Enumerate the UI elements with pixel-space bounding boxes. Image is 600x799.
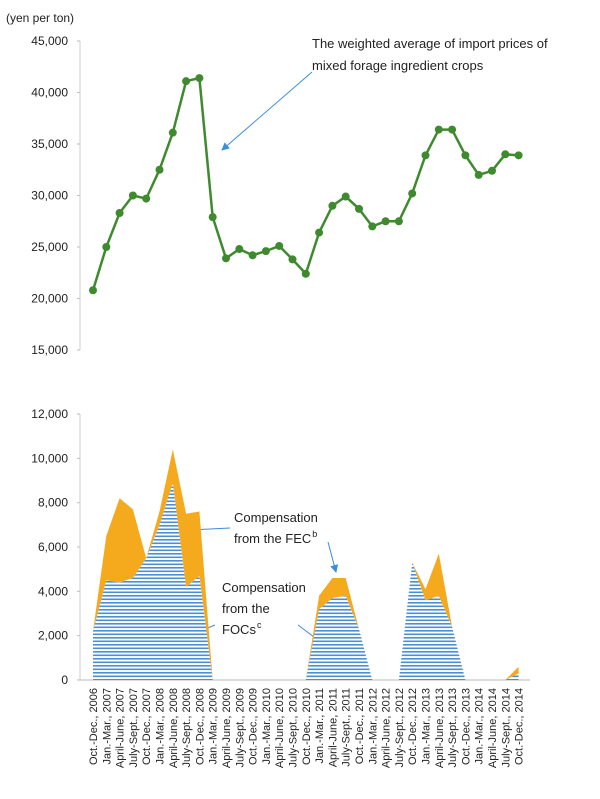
point — [128, 191, 137, 200]
y-tick-label: 4,000 — [38, 584, 68, 598]
series-label: Compensation — [222, 580, 306, 595]
x-tick-label: Oct.-Dec., 2007 — [141, 688, 153, 765]
point — [102, 243, 111, 251]
point — [474, 170, 483, 179]
x-tick-label: Jan.-Mar., 2014 — [474, 688, 486, 764]
x-tick-label: July-Sept., 2010 — [288, 688, 300, 768]
x-tick-label: July-Sept., 2013 — [447, 688, 459, 768]
x-tick-label: Jan.-Mar., 2009 — [208, 688, 220, 764]
point — [89, 286, 97, 295]
y-tick-label: 40,000 — [31, 86, 68, 100]
x-tick-label: Oct.-Dec., 2014 — [514, 688, 526, 765]
point — [261, 247, 270, 256]
x-tick-label: April-June, 2014 — [487, 688, 499, 768]
y-tick-label: 30,000 — [31, 189, 68, 203]
x-tick-label: April-June, 2011 — [327, 688, 339, 767]
point — [448, 125, 457, 134]
point — [275, 241, 284, 250]
x-tick-label: Jan.-Mar., 2008 — [155, 688, 167, 764]
x-tick-label: Jan.-Mar., 2011 — [314, 688, 326, 764]
x-tick-label: Oct.-Dec., 2009 — [248, 688, 260, 765]
point — [208, 213, 217, 222]
x-tick-label: Jan.-Mar., 2013 — [421, 688, 433, 764]
point — [368, 222, 377, 231]
y-tick-label: 15,000 — [31, 343, 68, 357]
point — [235, 245, 244, 254]
point — [434, 125, 443, 134]
area — [93, 482, 519, 680]
point — [421, 151, 430, 160]
point — [195, 74, 204, 83]
x-tick-label: July-Sept., 2009 — [234, 688, 246, 768]
point — [182, 77, 191, 86]
x-tick-label: Jan.-Mar., 2012 — [367, 688, 379, 764]
point — [168, 128, 177, 137]
y-tick-label: 8,000 — [38, 496, 68, 510]
x-tick-label: Jan.-Mar., 2007 — [101, 688, 113, 764]
point — [155, 165, 164, 174]
y-axis-label: (yen per ton) — [6, 11, 74, 25]
point — [341, 192, 350, 201]
x-tick-label: Oct.-Dec., 2006 — [88, 688, 100, 765]
x-tick-label: July-Sept., 2014 — [500, 688, 512, 768]
point — [381, 217, 390, 226]
series-label: FOCs — [222, 622, 256, 637]
y-tick-label: 6,000 — [38, 540, 68, 554]
y-tick-label: 20,000 — [31, 292, 68, 306]
point — [501, 150, 510, 159]
point — [315, 228, 324, 237]
point — [488, 166, 496, 175]
x-tick-label: April-June, 2009 — [221, 688, 233, 768]
x-tick-label: April-June, 2008 — [168, 688, 180, 768]
x-tick-label: April-June, 2007 — [115, 688, 127, 768]
line — [91, 76, 519, 291]
point — [248, 251, 257, 260]
x-tick-label: April-June, 2013 — [434, 688, 446, 768]
y-tick-label: 12,000 — [31, 407, 68, 421]
annotation-arrow — [221, 71, 313, 151]
x-tick-label: July-Sept., 2007 — [128, 688, 140, 768]
point — [301, 269, 310, 278]
y-tick-label: 35,000 — [31, 137, 68, 151]
point — [461, 151, 470, 160]
series-label-superscript: c — [257, 620, 262, 630]
series-label: from the — [222, 601, 270, 616]
annotation: The weighted average of import prices of — [312, 36, 548, 51]
point — [328, 201, 337, 210]
point — [288, 255, 297, 264]
y-tick-label: 0 — [61, 673, 68, 687]
point — [222, 254, 230, 263]
x-tick-label: July-Sept., 2012 — [394, 688, 406, 768]
x-tick-label: Oct.-Dec., 2012 — [407, 688, 419, 765]
x-tick-label: April-June, 2012 — [381, 688, 393, 768]
x-tick-label: Oct.-Dec., 2013 — [460, 688, 472, 765]
x-tick-label: July-Sept., 2011 — [341, 688, 353, 767]
x-tick-label: Jan.-Mar., 2010 — [261, 688, 273, 764]
y-tick-label: 25,000 — [31, 240, 68, 254]
point — [408, 189, 417, 198]
series-label: Compensation — [234, 510, 318, 525]
x-tick-label: Oct.-Dec., 2010 — [301, 688, 313, 765]
series-label: from the FEC — [234, 531, 311, 546]
annotation-arrow — [327, 541, 339, 573]
point — [115, 209, 124, 218]
y-tick-label: 2,000 — [38, 629, 68, 643]
x-tick-label: July-Sept., 2008 — [181, 688, 193, 768]
point — [514, 151, 523, 160]
x-tick-label: Oct.-Dec., 2011 — [354, 688, 366, 764]
x-tick-label: April-June, 2010 — [274, 688, 286, 768]
point — [142, 194, 151, 203]
y-tick-label: 45,000 — [31, 34, 68, 48]
series-label-superscript: b — [312, 529, 317, 539]
annotation: mixed forage ingredient crops — [312, 58, 484, 73]
y-tick-label: 10,000 — [31, 451, 68, 465]
point — [394, 217, 403, 226]
point — [355, 204, 363, 213]
x-tick-label: Oct.-Dec., 2008 — [194, 688, 206, 765]
